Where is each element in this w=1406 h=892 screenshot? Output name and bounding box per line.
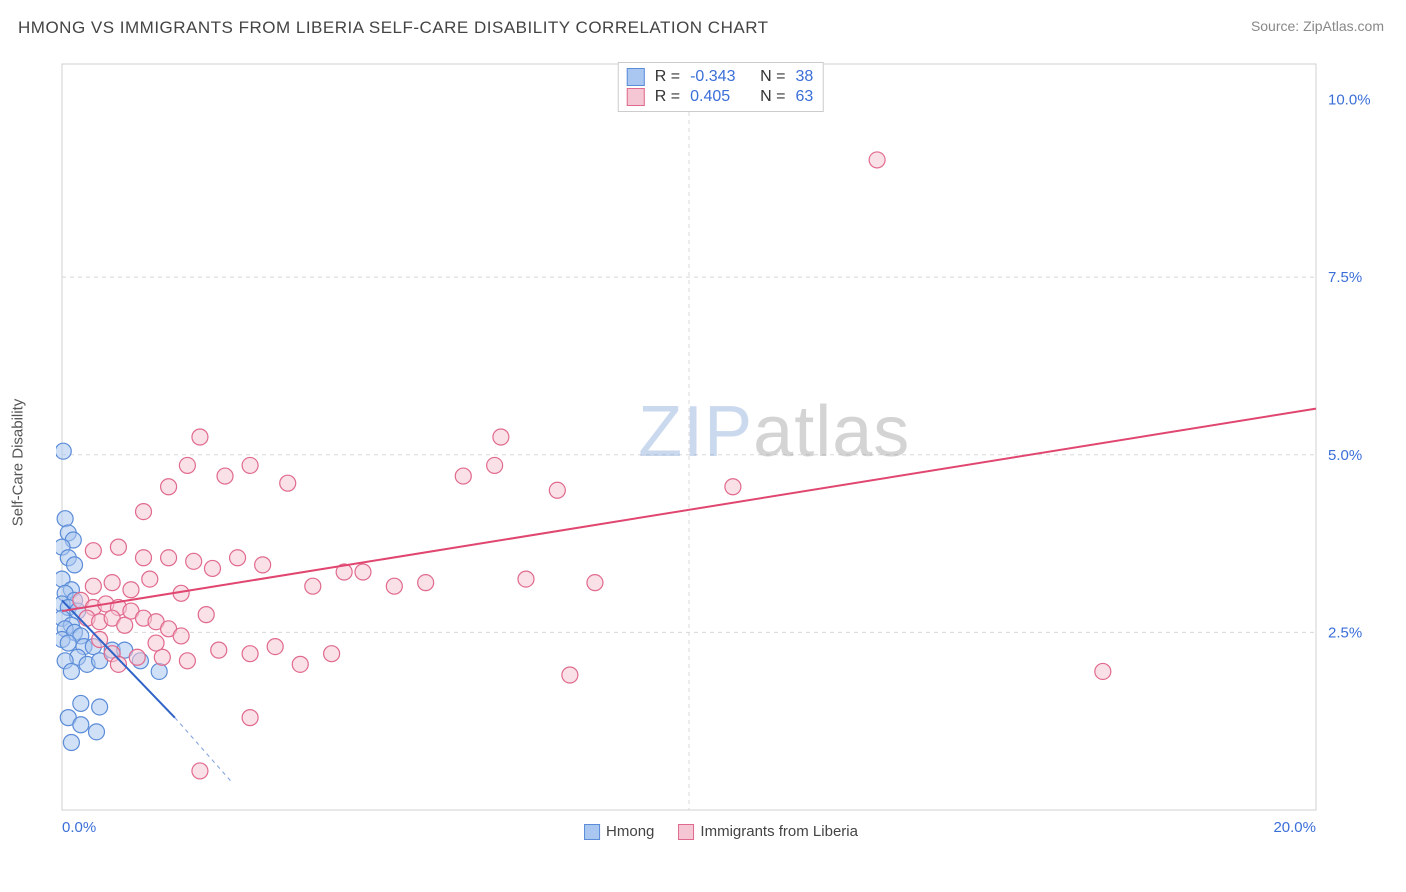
chart-title: HMONG VS IMMIGRANTS FROM LIBERIA SELF-CA… bbox=[18, 18, 769, 38]
svg-text:2.5%: 2.5% bbox=[1328, 624, 1362, 641]
plot-svg: 2.5% 5.0% 7.5% 10.0% 0.0% 20.0% bbox=[56, 58, 1386, 838]
legend-n-label: N = bbox=[760, 68, 785, 86]
legend-n-value: 63 bbox=[795, 88, 813, 106]
correlation-legend-row: R = 0.405 N = 63 bbox=[627, 87, 813, 107]
source-link[interactable]: ZipAtlas.com bbox=[1303, 18, 1384, 34]
legend-swatch bbox=[627, 68, 645, 86]
svg-text:0.0%: 0.0% bbox=[62, 819, 96, 836]
correlation-legend-row: R = -0.343 N = 38 bbox=[627, 67, 813, 87]
legend-r-value: 0.405 bbox=[690, 88, 750, 106]
legend-r-label: R = bbox=[655, 68, 680, 86]
legend-swatch bbox=[627, 88, 645, 106]
svg-text:10.0%: 10.0% bbox=[1328, 92, 1371, 109]
scatter-plot: 2.5%5.0%7.5%10.0%0.0%20.0% ZIPatlas R =-… bbox=[56, 58, 1386, 838]
legend-r-value: -0.343 bbox=[690, 68, 750, 86]
source-label: Source: bbox=[1251, 18, 1303, 34]
legend-r-label: R = bbox=[655, 88, 680, 106]
legend-n-label: N = bbox=[760, 88, 785, 106]
series-legend-label: Immigrants from Liberia bbox=[700, 823, 858, 840]
series-legend-item: Hmong bbox=[584, 823, 654, 840]
chart-container: Self-Care Disability 2.5%5.0%7.5%10.0%0.… bbox=[36, 58, 1388, 850]
correlation-legend: R = -0.343 N = 38 R = 0.405 N = 63 bbox=[618, 62, 824, 112]
series-legend: Hmong Immigrants from Liberia bbox=[578, 823, 864, 840]
source-attribution: Source: ZipAtlas.com bbox=[1251, 18, 1384, 34]
svg-text:7.5%: 7.5% bbox=[1328, 269, 1362, 286]
series-legend-item: Immigrants from Liberia bbox=[678, 823, 858, 840]
legend-swatch bbox=[678, 824, 694, 840]
legend-n-value: 38 bbox=[795, 68, 813, 86]
y-axis-label: Self-Care Disability bbox=[10, 399, 27, 527]
svg-text:20.0%: 20.0% bbox=[1273, 819, 1316, 836]
svg-text:5.0%: 5.0% bbox=[1328, 447, 1362, 464]
legend-swatch bbox=[584, 824, 600, 840]
series-legend-label: Hmong bbox=[606, 823, 654, 840]
